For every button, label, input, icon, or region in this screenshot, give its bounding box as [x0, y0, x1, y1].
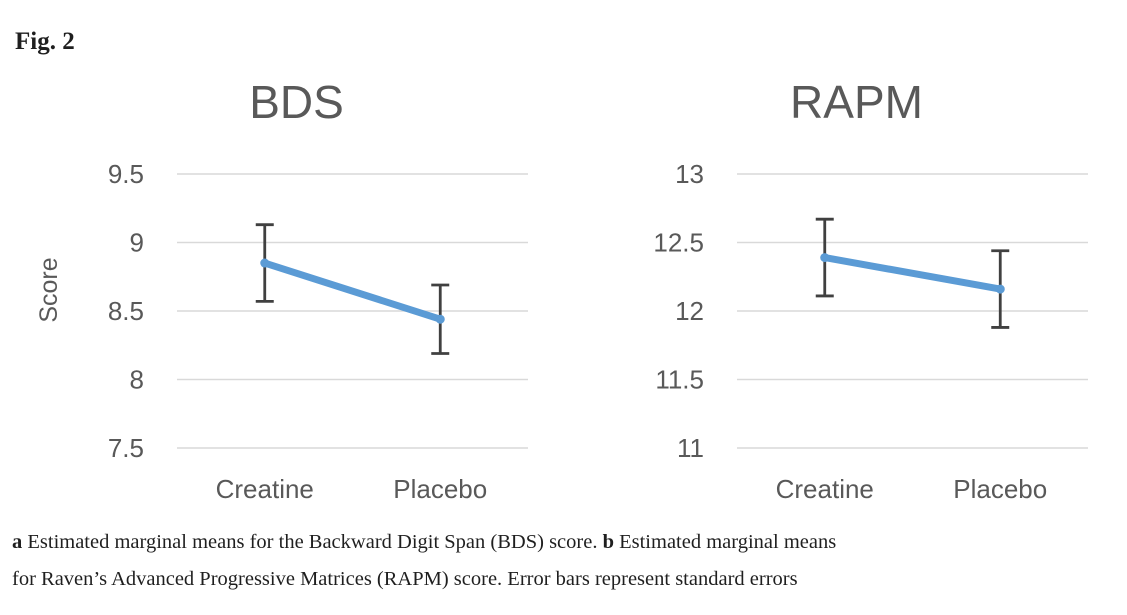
figure-label: Fig. 2 — [15, 28, 75, 55]
y-tick-label: 11.5 — [655, 365, 704, 395]
panel-a-marker: a — [12, 531, 23, 553]
chart-title: RAPM — [790, 76, 923, 128]
caption-text-a: Estimated marginal means for the Backwar… — [27, 531, 598, 553]
data-line — [821, 254, 1004, 293]
x-category-label: Creatine — [776, 474, 874, 504]
bds-chart: BDS Score 9.5 9 8.5 8 7.5 Creatine Placebo — [35, 76, 528, 504]
x-category-label: Creatine — [216, 474, 314, 504]
y-axis-label: Score — [35, 257, 63, 322]
y-tick-label: 12.5 — [653, 228, 704, 258]
caption-line-2: for Raven’s Advanced Progressive Matrice… — [12, 568, 798, 590]
data-line — [261, 259, 444, 323]
y-tick-label: 7.5 — [108, 433, 144, 463]
figure-caption: a Estimated marginal means for the Backw… — [12, 524, 1122, 598]
y-tick-label: 8.5 — [108, 296, 144, 326]
y-tick-label: 9.5 — [108, 159, 144, 189]
x-category-label: Placebo — [953, 474, 1047, 504]
data-point-marker — [435, 314, 445, 324]
data-point-marker — [260, 258, 270, 268]
panel-b-marker: b — [602, 531, 614, 553]
chart-title: BDS — [249, 76, 344, 128]
x-category-label: Placebo — [393, 474, 487, 504]
data-point-marker — [995, 284, 1005, 294]
y-tick-label: 11 — [677, 433, 704, 463]
caption-text-b: Estimated marginal means — [619, 531, 837, 553]
y-tick-label: 13 — [675, 159, 704, 189]
y-tick-label: 8 — [130, 365, 144, 395]
rapm-chart: RAPM 13 12.5 12 11.5 11 Creatine Placebo — [653, 76, 1088, 504]
y-tick-label: 12 — [675, 296, 704, 326]
y-tick-label: 9 — [130, 228, 144, 258]
caption-line-1: a Estimated marginal means for the Backw… — [12, 524, 1122, 561]
data-point-marker — [820, 253, 830, 263]
